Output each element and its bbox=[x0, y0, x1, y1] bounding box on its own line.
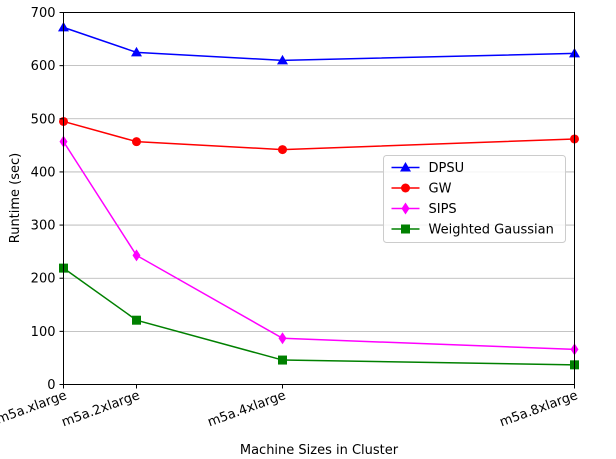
series-dpsu bbox=[58, 21, 580, 65]
series-line-dpsu bbox=[63, 26, 575, 62]
y-tick-label: 300 bbox=[31, 219, 56, 234]
data-point-sips bbox=[132, 249, 141, 262]
legend-item-weighted-gaussian: Weighted Gaussian bbox=[391, 223, 554, 238]
gridlines bbox=[63, 65, 575, 332]
y-tick-label: 100 bbox=[31, 325, 56, 340]
legend-frame bbox=[383, 155, 566, 243]
legend-label: SIPS bbox=[429, 202, 457, 217]
data-point-gw bbox=[132, 137, 141, 147]
legend-marker bbox=[400, 162, 411, 172]
legend-item-dpsu: DPSU bbox=[391, 161, 465, 176]
data-point-dpsu bbox=[131, 46, 142, 57]
series-weighted-gaussian bbox=[59, 263, 579, 370]
data-point-gw bbox=[278, 145, 287, 155]
x-tick-label: m5a.8xlarge bbox=[498, 388, 580, 430]
y-tick-label: 700 bbox=[31, 6, 56, 21]
data-point-weighted-gaussian bbox=[278, 355, 287, 365]
x-axis-title: Machine Sizes in Cluster bbox=[240, 443, 399, 458]
series-line-gw bbox=[63, 120, 575, 151]
x-tick-label: m5a.4xlarge bbox=[206, 388, 288, 430]
data-point-weighted-gaussian bbox=[132, 315, 141, 325]
y-tick-label: 600 bbox=[31, 59, 56, 74]
legend-item-gw: GW bbox=[391, 182, 452, 197]
series-line-sips bbox=[62, 141, 575, 351]
legend-marker bbox=[401, 202, 410, 215]
series-sips bbox=[59, 135, 579, 356]
plot-frame bbox=[63, 12, 575, 385]
y-tick-label: 400 bbox=[31, 165, 56, 180]
y-tick-label: 0 bbox=[47, 378, 55, 393]
legend-item-sips: SIPS bbox=[391, 202, 457, 217]
legend-marker bbox=[401, 183, 410, 193]
legend-label: Weighted Gaussian bbox=[429, 223, 554, 238]
data-point-sips bbox=[278, 332, 287, 345]
x-tick-label: m5a.2xlarge bbox=[60, 388, 142, 430]
legend: DPSU GW SIPS Weighted Gaussian bbox=[383, 155, 566, 243]
legend-marker bbox=[401, 224, 410, 234]
legend-label: DPSU bbox=[429, 161, 465, 176]
y-tick-label: 200 bbox=[31, 272, 56, 287]
y-tick-label: 500 bbox=[31, 112, 56, 127]
data-point-dpsu bbox=[277, 54, 288, 65]
y-axis-title: Runtime (sec) bbox=[8, 153, 23, 244]
series-gw bbox=[59, 116, 579, 155]
legend-label: GW bbox=[429, 182, 452, 197]
series-line-weighted-gaussian bbox=[63, 267, 575, 366]
x-tick-label: m5a.xlarge bbox=[0, 388, 69, 427]
y-axis: 0 100 200 300 400 500 600 700 bbox=[31, 6, 64, 393]
